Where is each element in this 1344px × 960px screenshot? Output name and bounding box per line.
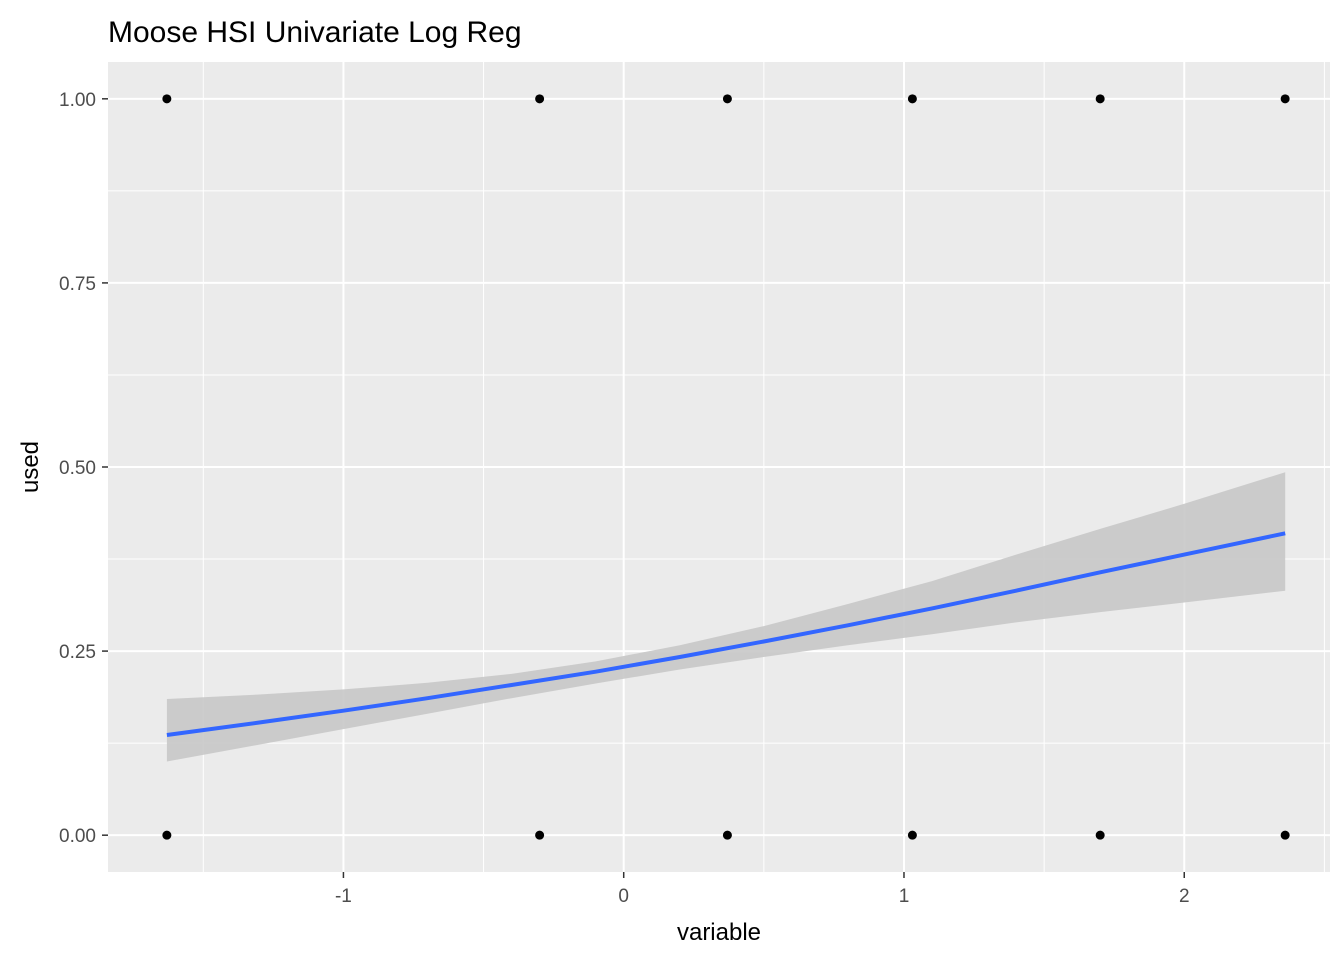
y-axis-title: used bbox=[17, 441, 44, 493]
data-point bbox=[907, 94, 917, 104]
y-tick-label: 1.00 bbox=[59, 90, 96, 111]
data-point bbox=[722, 830, 732, 840]
data-point bbox=[907, 830, 917, 840]
x-tick-label: 0 bbox=[618, 886, 629, 907]
data-point bbox=[1280, 94, 1290, 104]
x-tick-label: 2 bbox=[1179, 886, 1190, 907]
data-point bbox=[722, 94, 732, 104]
confidence-ribbon bbox=[166, 472, 1286, 762]
data-point bbox=[535, 94, 545, 104]
y-tick-label: 0.00 bbox=[59, 826, 96, 847]
data-point bbox=[162, 830, 172, 840]
x-axis-title: variable bbox=[677, 919, 761, 946]
y-tick-label: 0.25 bbox=[59, 642, 96, 663]
chart-title: Moose HSI Univariate Log Reg bbox=[108, 16, 522, 49]
data-point bbox=[1095, 94, 1105, 104]
x-axis-ticks: -1 0 1 2 bbox=[335, 872, 1190, 907]
data-point bbox=[1280, 830, 1290, 840]
data-point bbox=[162, 94, 172, 104]
y-tick-label: 0.75 bbox=[59, 274, 96, 295]
data-point bbox=[1095, 830, 1105, 840]
y-tick-label: 0.50 bbox=[59, 458, 96, 479]
data-point bbox=[535, 830, 545, 840]
x-tick-label: 1 bbox=[899, 886, 910, 907]
x-tick-label: -1 bbox=[335, 886, 352, 907]
y-axis-ticks: 0.00 0.25 0.50 0.75 1.00 bbox=[59, 90, 108, 847]
fit-line bbox=[166, 531, 1286, 737]
data-points bbox=[162, 94, 1290, 840]
